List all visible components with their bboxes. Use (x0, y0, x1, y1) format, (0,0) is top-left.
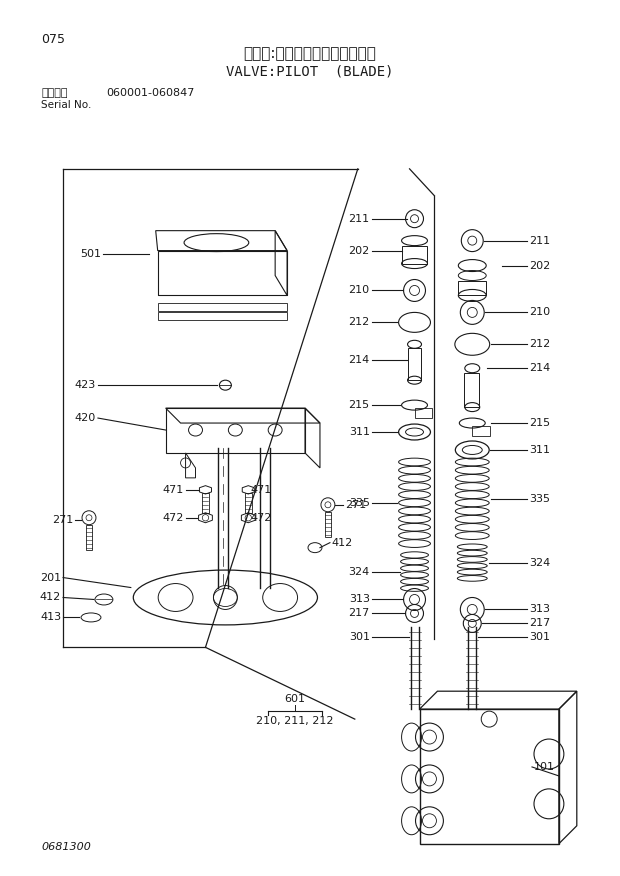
Text: 210: 210 (348, 286, 370, 295)
Text: 217: 217 (529, 618, 551, 628)
Text: VALVE:PILOT  (BLADE): VALVE:PILOT (BLADE) (226, 64, 394, 78)
Text: 211: 211 (529, 236, 550, 245)
Text: 202: 202 (529, 260, 551, 271)
Text: 215: 215 (348, 400, 370, 410)
Text: 211: 211 (348, 214, 370, 223)
Text: 423: 423 (75, 380, 96, 390)
Text: 313: 313 (529, 604, 550, 614)
Text: 210, 211, 212: 210, 211, 212 (256, 716, 334, 726)
Text: 301: 301 (529, 632, 550, 642)
Text: 471: 471 (162, 484, 184, 495)
Text: 420: 420 (75, 413, 96, 423)
Text: 472: 472 (250, 512, 272, 523)
Text: 214: 214 (348, 356, 370, 365)
Text: 215: 215 (529, 418, 550, 428)
Text: 501: 501 (80, 249, 101, 258)
Bar (203, 493, 210, 512)
Bar (472, 426, 490, 436)
Bar (415, 408, 432, 418)
Text: 601: 601 (285, 694, 306, 704)
Text: 212: 212 (529, 339, 551, 350)
Text: 471: 471 (250, 484, 272, 495)
Text: 335: 335 (348, 498, 370, 508)
Text: 311: 311 (529, 445, 550, 455)
Text: 271: 271 (52, 515, 73, 525)
Text: 202: 202 (348, 245, 370, 256)
Text: 0681300: 0681300 (41, 842, 91, 851)
Text: 301: 301 (348, 632, 370, 642)
Text: 472: 472 (162, 512, 184, 523)
Text: 324: 324 (529, 558, 551, 568)
Text: 210: 210 (529, 307, 550, 317)
Text: 075: 075 (41, 32, 65, 46)
Bar (464, 373, 479, 407)
Text: 212: 212 (348, 317, 370, 328)
Bar (325, 512, 331, 537)
Text: 060001-060847: 060001-060847 (106, 88, 194, 98)
Text: 412: 412 (40, 592, 61, 603)
Text: 214: 214 (529, 364, 551, 373)
Text: 101: 101 (534, 762, 555, 772)
Bar (407, 349, 422, 380)
Text: 217: 217 (348, 609, 370, 618)
Bar (402, 245, 427, 264)
Text: 271: 271 (345, 500, 366, 510)
Text: 412: 412 (332, 538, 353, 548)
Bar (458, 280, 486, 295)
Text: 201: 201 (40, 573, 61, 583)
Bar (86, 525, 92, 549)
Text: 適用号機: 適用号機 (41, 88, 68, 98)
Text: 335: 335 (529, 494, 550, 504)
Text: 413: 413 (40, 612, 61, 623)
Bar (246, 493, 252, 512)
Text: 311: 311 (348, 427, 370, 437)
Text: バルブ:パイロット（ブレード）: バルブ:パイロット（ブレード） (244, 46, 376, 60)
Text: 313: 313 (348, 595, 370, 604)
Text: 324: 324 (348, 567, 370, 576)
Text: Serial No.: Serial No. (41, 100, 92, 110)
